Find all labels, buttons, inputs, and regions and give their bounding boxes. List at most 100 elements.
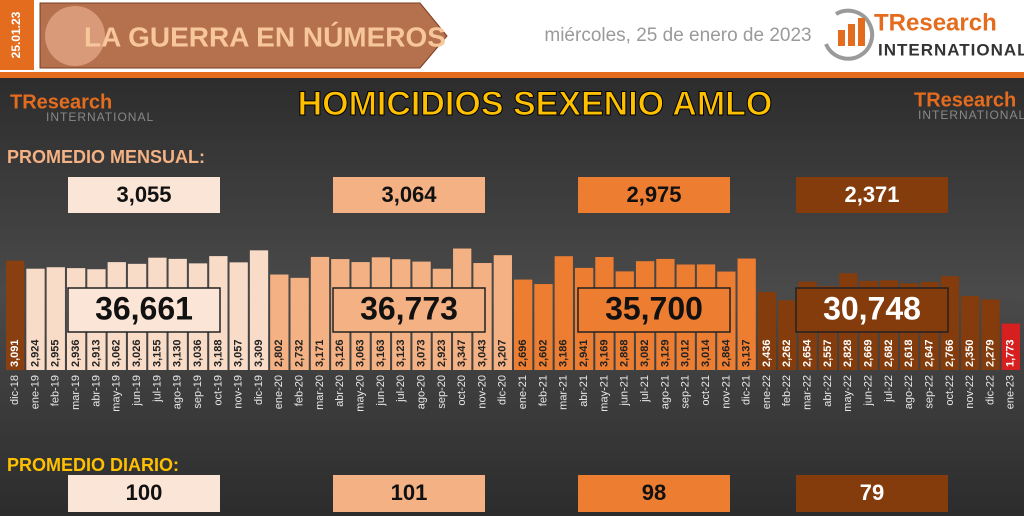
bar — [26, 268, 45, 370]
value-label: 3,207 — [497, 339, 509, 367]
bar — [778, 300, 797, 370]
logo-bar — [838, 30, 845, 46]
daily-label: PROMEDIO DIARIO: — [7, 455, 179, 475]
value-label: 3,129 — [659, 339, 671, 367]
value-label: 2,618 — [903, 339, 915, 367]
value-label: 1,773 — [1005, 339, 1017, 367]
value-label: 2,732 — [294, 339, 306, 367]
value-label: 2,436 — [761, 339, 773, 367]
value-label: 2,696 — [517, 339, 529, 367]
value-label: 3,163 — [375, 339, 387, 367]
x-tick-label: jun-21 — [619, 375, 631, 407]
value-label: 3,186 — [558, 339, 570, 367]
value-label: 3,062 — [111, 339, 123, 367]
value-label: 3,036 — [192, 339, 204, 367]
logo-sub: INTERNATIONAL — [918, 108, 1024, 122]
x-tick-label: may-20 — [355, 375, 367, 412]
logo-sub: INTERNATIONAL — [46, 110, 154, 124]
value-label: 2,913 — [90, 339, 102, 367]
daily-box — [578, 475, 730, 512]
x-tick-label: dic-18 — [9, 375, 21, 405]
banner-text: LA GUERRA EN NÚMEROS — [84, 21, 446, 52]
bar — [493, 255, 512, 370]
x-tick-label: sep-22 — [923, 375, 935, 409]
bar — [534, 284, 553, 370]
bar — [6, 260, 25, 370]
monthly-box — [68, 177, 220, 213]
bar — [229, 262, 248, 370]
value-label: 2,557 — [822, 339, 834, 367]
tag-strip — [0, 0, 34, 70]
bar — [310, 256, 330, 370]
value-label: 3,347 — [456, 339, 468, 367]
x-tick-label: mar-22 — [802, 375, 814, 410]
value-label: 3,014 — [700, 339, 712, 367]
x-tick-label: dic-22 — [984, 375, 996, 405]
x-tick-label: dic-21 — [741, 375, 753, 405]
value-label: 2,955 — [50, 339, 62, 367]
monthly-avg: 2,371 — [844, 182, 899, 207]
value-label: 2,868 — [619, 339, 631, 367]
x-tick-label: oct-19 — [212, 375, 224, 406]
logo-ring — [824, 8, 875, 61]
value-label: 3,188 — [212, 339, 224, 367]
bar — [270, 274, 289, 370]
daily-avg: 79 — [860, 480, 884, 505]
value-label: 3,012 — [680, 339, 692, 367]
x-tick-label: abr-21 — [578, 375, 590, 407]
value-label: 3,063 — [355, 339, 367, 367]
x-tick-label: dic-19 — [253, 375, 265, 405]
banner-icon — [45, 6, 105, 66]
bar — [1001, 323, 1020, 370]
x-tick-label: may-19 — [111, 375, 123, 412]
bar — [290, 277, 309, 370]
logo-bar — [858, 18, 865, 46]
x-tick-label: nov-19 — [233, 375, 245, 409]
total: 36,773 — [360, 290, 458, 326]
value-label: 3,073 — [415, 339, 427, 367]
daily-box — [796, 475, 948, 512]
value-label: 3,123 — [395, 339, 407, 367]
monthly-avg: 3,064 — [381, 182, 437, 207]
daily-avg: 101 — [391, 480, 428, 505]
total-box — [795, 287, 949, 333]
value-label: 2,923 — [436, 339, 448, 367]
value-label: 2,802 — [273, 339, 285, 367]
x-tick-label: abr-20 — [334, 375, 346, 407]
value-label: 3,155 — [151, 339, 163, 367]
x-tick-label: jun-19 — [131, 375, 143, 407]
total-box — [577, 287, 731, 333]
monthly-box — [578, 177, 730, 213]
monthly-box — [333, 177, 485, 213]
x-tick-label: feb-21 — [537, 375, 549, 406]
value-label: 2,602 — [537, 339, 549, 367]
x-tick-label: ene-19 — [29, 375, 41, 409]
total-box — [332, 287, 486, 333]
value-label: 3,043 — [476, 339, 488, 367]
bar — [961, 296, 980, 370]
x-tick-label: dic-20 — [497, 375, 509, 405]
x-tick-label: ene-23 — [1005, 375, 1017, 409]
value-label: 2,864 — [720, 339, 732, 367]
x-tick-label: mar-19 — [70, 375, 82, 410]
value-label: 2,647 — [923, 339, 935, 367]
monthly-label: PROMEDIO MENSUAL: — [7, 147, 205, 167]
bar — [981, 299, 1000, 370]
x-tick-label: ago-19 — [172, 375, 184, 409]
x-tick-label: sep-21 — [680, 375, 692, 409]
x-tick-label: jul-20 — [395, 375, 407, 403]
logo-name: TResearch — [874, 9, 997, 36]
x-tick-label: nov-20 — [476, 375, 488, 409]
x-tick-label: oct-21 — [700, 375, 712, 406]
x-tick-label: nov-21 — [720, 375, 732, 409]
daily-box — [68, 475, 220, 512]
value-label: 3,082 — [639, 339, 651, 367]
value-label: 3,091 — [9, 339, 21, 367]
total: 36,661 — [95, 290, 193, 326]
monthly-avg: 3,055 — [116, 182, 171, 207]
x-tick-label: jul-19 — [151, 375, 163, 403]
logo-bar — [848, 24, 855, 46]
value-label: 3,057 — [233, 339, 245, 367]
